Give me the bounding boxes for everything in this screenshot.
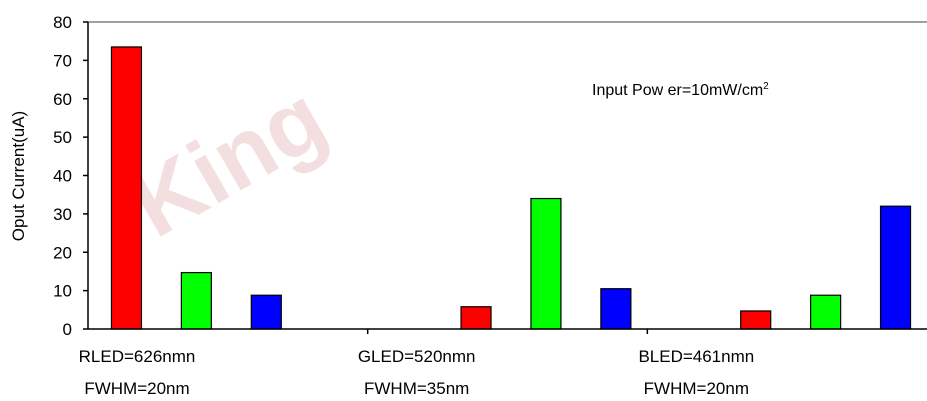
category-label-line2: FWHM=20nm: [644, 379, 749, 398]
watermark-text: King: [114, 66, 342, 257]
annotation-text: Input Pow er=10mW/cm2: [592, 81, 769, 99]
bar: [810, 294, 842, 330]
annotation-superscript: 2: [763, 81, 769, 92]
bar: [879, 205, 912, 330]
y-tick-label: 70: [53, 51, 72, 70]
y-axis-label: Oput Current(uA): [9, 111, 28, 241]
bar: [530, 197, 562, 330]
y-ticks-group: 0 10 20 30 40 50 60 70 80: [53, 13, 88, 339]
bar: [250, 294, 282, 330]
bar: [110, 46, 143, 330]
y-tick-label: 80: [53, 13, 72, 32]
y-tick-label: 60: [53, 90, 72, 109]
x-ticks-group: [366, 329, 649, 334]
category-label-line2: FWHM=20nm: [84, 379, 189, 398]
bar: [460, 306, 492, 330]
bar: [740, 310, 772, 330]
y-tick-label: 20: [53, 243, 72, 262]
y-tick-label: 0: [63, 320, 72, 339]
annotation-main: Input Pow er=10mW/cm: [592, 82, 763, 99]
bars-group: [110, 46, 912, 330]
y-tick-label: 10: [53, 282, 72, 301]
bar: [180, 271, 212, 330]
category-label-line1: RLED=626nmn: [79, 347, 196, 366]
category-label-line2: FWHM=35nm: [364, 379, 469, 398]
category-label-line1: BLED=461nmn: [638, 347, 754, 366]
bar: [600, 288, 632, 330]
y-tick-label: 50: [53, 128, 72, 147]
category-label-line1: GLED=520nmn: [358, 347, 476, 366]
y-tick-label: 30: [53, 205, 72, 224]
y-tick-label: 40: [53, 167, 72, 186]
category-labels-group: RLED=626nmn FWHM=20nm GLED=520nmn FWHM=35nm…: [79, 347, 755, 398]
